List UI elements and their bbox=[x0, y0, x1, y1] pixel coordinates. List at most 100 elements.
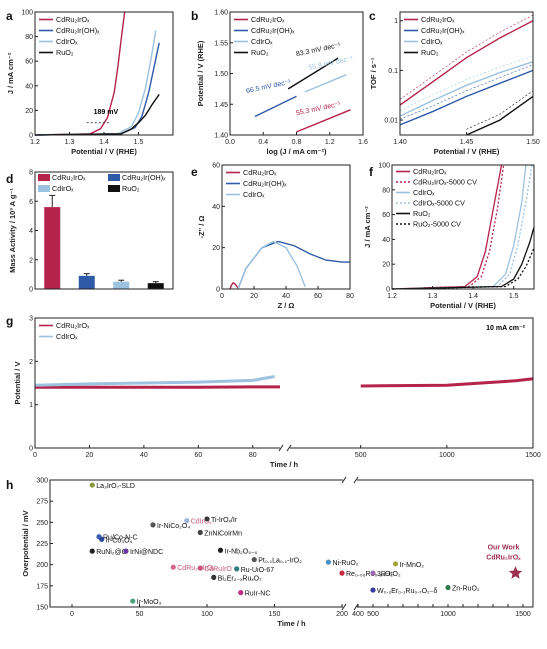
panel-h-ytick-label: 150 bbox=[36, 605, 48, 612]
panel-e-ylabel: -Z'' / Ω bbox=[197, 216, 206, 239]
panel-e-ytick-label: 20 bbox=[212, 245, 220, 252]
panel-h-point-2 bbox=[99, 536, 105, 542]
panel-a-ytick-label: 80 bbox=[25, 34, 33, 41]
panel-a-ytick-label: 0 bbox=[29, 133, 33, 140]
panel-b-annotation-1: 55.9 mV dec⁻¹ bbox=[308, 55, 354, 71]
panel-h-axis-break bbox=[343, 604, 357, 610]
panel-a-xtick-label: 1.2 bbox=[30, 139, 40, 146]
panel-h-point-label-4: Ti-IrOₓ/Ir bbox=[211, 517, 238, 524]
panel-h-point-17 bbox=[325, 559, 332, 565]
panel-d-bar-1 bbox=[78, 275, 95, 289]
panel-f-xlabel: Potential / V (RHE) bbox=[430, 301, 496, 310]
panel-a-ytick-label: 60 bbox=[25, 59, 33, 66]
panel-h-ytick-label: 225 bbox=[36, 541, 48, 548]
panel-a-line-0 bbox=[34, 11, 126, 136]
panel-h-annotation-0: Our Work bbox=[488, 544, 520, 551]
panel-b-ytick-label: 1.55 bbox=[214, 40, 228, 47]
panel-label-h: h bbox=[6, 478, 13, 492]
panel-label-a: a bbox=[6, 9, 13, 23]
panel-h-point-label-9: Ir-Nb₂O₅₋ₓ bbox=[225, 548, 258, 555]
panel-c-band-1 bbox=[399, 64, 534, 120]
panel-h-point-label-5: Ir-NiCo₂O₄ bbox=[157, 523, 190, 530]
panel-h-point-label-14: Bi₂Er₂₋ₓRuₓO₇ bbox=[218, 575, 262, 582]
panel-b-xtick-label: 0.4 bbox=[258, 139, 268, 146]
panel-e-line-0 bbox=[229, 281, 239, 290]
panel-f-ylabel: J / mA cm⁻² bbox=[363, 206, 372, 248]
panel-c-line-3 bbox=[466, 95, 534, 136]
panel-h-point-label-0: La₃IrO₇-SLD bbox=[96, 483, 135, 490]
panel-f-legend-entry: CdIrOₓ-5000 CV bbox=[413, 199, 465, 208]
panel-e-ytick-label: 0 bbox=[216, 287, 220, 294]
panel-h-point-label-19: Ir-MnO₂ bbox=[400, 562, 425, 569]
panel-f-ytick-label: 60 bbox=[382, 212, 390, 219]
panel-h-xtick-label: 1000 bbox=[440, 611, 456, 618]
panel-b-xtick-label: 0.8 bbox=[292, 139, 302, 146]
panel-h-point-13 bbox=[234, 566, 240, 572]
panel-b-xtick-label: 1.6 bbox=[358, 139, 368, 146]
panel-h-ytick-label: 250 bbox=[36, 520, 48, 527]
panel-h-point-label-13: Ru-UiO-67 bbox=[241, 567, 275, 574]
panel-f-ytick-label: 20 bbox=[382, 262, 390, 269]
panel-d-bar-0 bbox=[44, 207, 61, 289]
panel-g-ytick-label: 1 bbox=[29, 402, 33, 409]
panel-label-f: f bbox=[369, 165, 374, 179]
panel-h-xtick-label: 100 bbox=[201, 611, 213, 618]
panel-c-legend-entry: CdRu₂Ir(OH)ₓ bbox=[421, 26, 465, 35]
panel-h-break-mark bbox=[341, 476, 347, 484]
panel-h-point-label-15: RuIr-NC bbox=[245, 591, 271, 598]
panel-g-annotation: 10 mA cm⁻² bbox=[486, 325, 526, 332]
panel-f-legend-entry: CdIrOₓ bbox=[413, 188, 435, 197]
panel-h-ylabel: Overpotential / mV bbox=[21, 510, 30, 576]
panel-g-xtick-label: 1000 bbox=[439, 452, 455, 459]
panel-g-xtick-label: 60 bbox=[194, 452, 202, 459]
panel-h-point-6 bbox=[197, 529, 203, 536]
panel-h-point-15 bbox=[238, 590, 244, 596]
panel-b-annotation-3: 55.3 mV dec⁻¹ bbox=[295, 101, 341, 117]
panel-d-bar-3 bbox=[147, 283, 164, 289]
panel-a-ytick-label: 100 bbox=[21, 10, 33, 17]
panel-c-legend-entry: CdRu₂IrOₓ bbox=[421, 15, 455, 24]
panel-a-ytick-label: 20 bbox=[25, 108, 33, 115]
panel-a-ytick-label: 40 bbox=[25, 83, 33, 90]
panel-label-g: g bbox=[6, 314, 13, 328]
panel-b-annotation-0: 83.3 mV dec⁻¹ bbox=[295, 42, 341, 58]
panel-e-ytick-label: 60 bbox=[212, 163, 220, 170]
panel-h-point-10 bbox=[251, 556, 257, 563]
panel-h-point-21 bbox=[370, 587, 376, 593]
panel-e-xtick-label: 20 bbox=[250, 293, 258, 300]
panel-c-band-0 bbox=[399, 14, 534, 100]
panel-d-legend-swatch bbox=[108, 174, 120, 181]
panel-h-point-label-20: 3R-IrO₂ bbox=[377, 571, 401, 578]
panel-e-legend-entry: CdIrOₓ bbox=[243, 190, 265, 199]
panel-b-annotation-2: 66.5 mV dec⁻¹ bbox=[246, 79, 292, 95]
panel-c-line-2 bbox=[399, 61, 534, 117]
panel-h-ytick-label: 300 bbox=[36, 478, 48, 485]
panel-a-annotation: 189 mV bbox=[94, 109, 119, 116]
panel-h-point-5 bbox=[150, 522, 156, 528]
panel-b-legend-entry: RuO₂ bbox=[251, 48, 269, 57]
panel-label-d: d bbox=[6, 172, 13, 186]
panel-f-legend-entry: RuO₂ bbox=[413, 209, 431, 218]
panel-d-ytick-label: 8 bbox=[29, 170, 33, 177]
panel-d-legend-entry: RuO₂ bbox=[122, 184, 140, 193]
panel-g-xtick-label: 20 bbox=[86, 452, 94, 459]
panel-h-point-label-8: IrNi@NDC bbox=[130, 549, 163, 556]
panel-a-legend-entry: CdIrOₓ bbox=[56, 37, 78, 46]
panel-c-ytick-label: 0.1 bbox=[388, 68, 398, 75]
panel-h-ytick-label: 175 bbox=[36, 583, 48, 590]
panel-h-point-label-3: CdIrOₓ bbox=[191, 519, 213, 526]
panel-h-point-label-17: Ni-RuO₂ bbox=[332, 560, 358, 567]
panel-c-xtick-label: 1.40 bbox=[393, 139, 407, 146]
panel-f-line-3 bbox=[391, 164, 533, 290]
panel-b-ytick-label: 1.45 bbox=[214, 102, 228, 109]
panel-f-xtick-label: 1.2 bbox=[387, 293, 397, 300]
panel-h-point-19 bbox=[392, 561, 399, 567]
panel-g-ytick-label: 0 bbox=[29, 446, 33, 453]
panel-a-legend-entry: CdRu₂IrOₓ bbox=[56, 15, 90, 24]
panel-h-point-label-10: Pt₀.₁La₀.₁-IrO₂ bbox=[258, 558, 302, 565]
panel-b-line-3 bbox=[296, 109, 351, 133]
panel-a-xtick-label: 1.5 bbox=[134, 139, 144, 146]
panel-c-xlabel: Potential / V (RHE) bbox=[434, 147, 500, 156]
panel-h-point-label-2: Ir-Co₃O₄ bbox=[106, 537, 133, 544]
